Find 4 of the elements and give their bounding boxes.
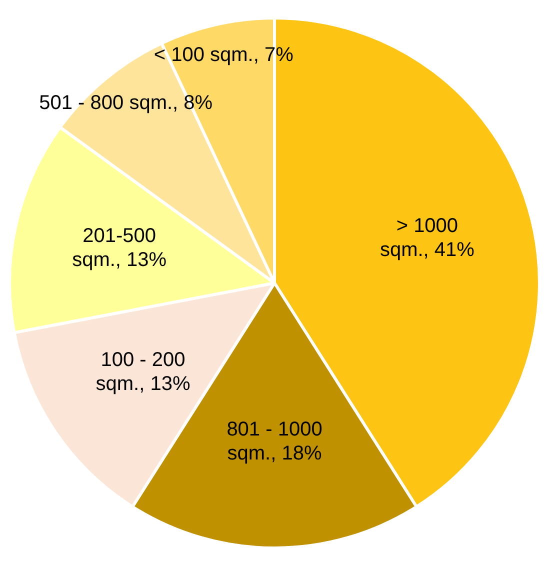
slice-label: 100 - 200 sqm., 13% xyxy=(96,348,190,395)
slice-label: 201-500 sqm., 13% xyxy=(72,224,167,271)
slice-label: 801 - 1000 sqm., 18% xyxy=(226,418,322,465)
slice-label: > 1000 sqm., 41% xyxy=(380,215,475,262)
